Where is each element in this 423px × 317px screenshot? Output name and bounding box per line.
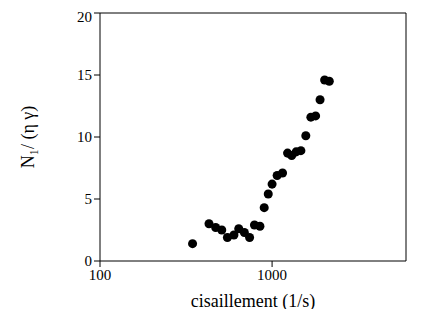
svg-text:20: 20 xyxy=(77,9,92,25)
svg-text:100: 100 xyxy=(89,267,112,283)
svg-text:1000: 1000 xyxy=(257,267,287,283)
svg-text:15: 15 xyxy=(77,67,92,83)
svg-text:cisaillement (1/s): cisaillement (1/s) xyxy=(191,291,315,309)
svg-text:10: 10 xyxy=(77,129,92,145)
svg-text:5: 5 xyxy=(85,191,93,207)
svg-text:0: 0 xyxy=(85,253,93,269)
svg-text:N₁/ (η γ): N₁/ (η γ) xyxy=(18,106,39,169)
